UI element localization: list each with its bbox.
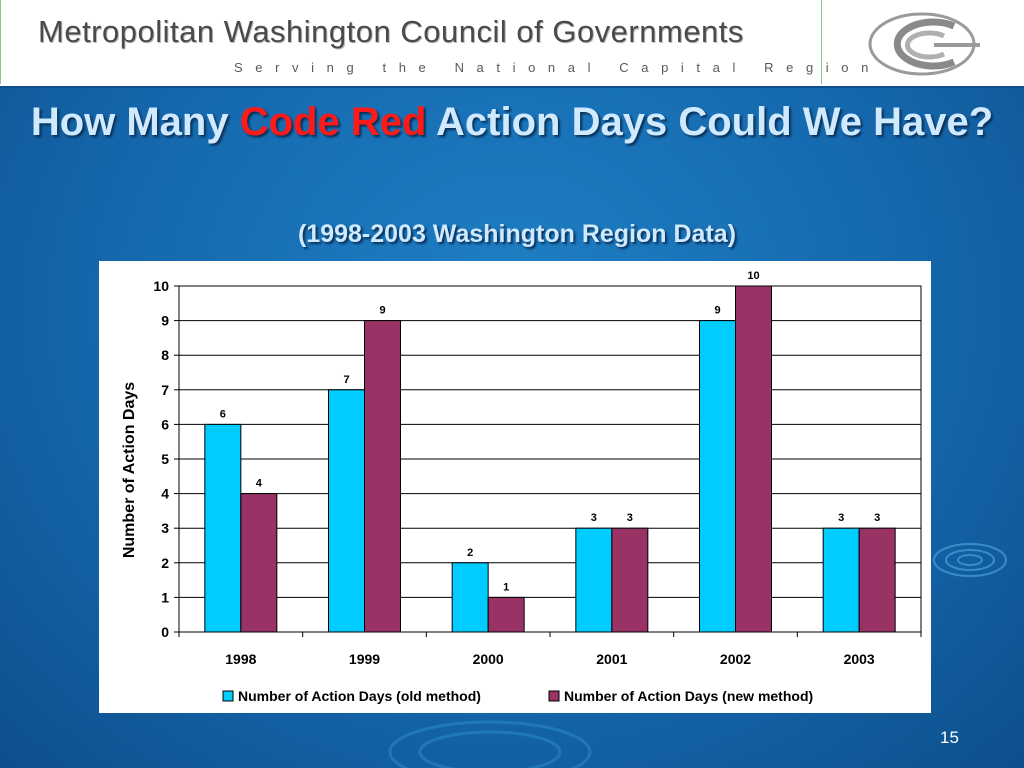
y-tick-label: 6 [161,416,169,432]
water-ripple-decoration [388,720,592,768]
org-name: Metropolitan Washington Council of Gover… [38,14,744,49]
data-label: 4 [256,478,263,490]
bar-old-method [328,389,365,633]
legend-swatch-old-method [222,690,234,702]
chart-panel: 0 1 2 3 4 5 6 7 8 9 10 1998 1999 2000 2001 2002 2003 6 4 7… [99,261,931,713]
data-labels: 6 4 7 9 2 1 3 3 9 10 3 3 [220,270,880,593]
data-label: 1 [503,581,509,593]
x-tick-label: 2003 [844,651,875,667]
data-label: 3 [627,512,633,524]
x-tick-label: 2002 [720,651,751,667]
y-tick-label: 9 [161,313,169,329]
bar-old-method [575,527,613,633]
y-axis-title: Number of Action Days [121,382,138,558]
data-label: 9 [379,305,385,317]
data-label: 6 [220,408,226,420]
legend-swatch-new-method [548,690,560,702]
header-frame [0,0,822,84]
x-tick-label: 1999 [349,651,380,667]
mwcog-logo-icon [868,12,980,76]
y-tick-label: 3 [161,520,169,536]
bar-new-method [240,493,278,633]
axes: 0 1 2 3 4 5 6 7 8 9 10 1998 1999 2000 2001 2002 2003 [153,278,922,667]
page-number: 15 [940,728,959,747]
y-tick-label: 4 [161,486,169,502]
data-label: 3 [874,512,880,524]
bar-new-method [364,320,401,633]
bar-new-method [735,285,772,633]
y-tick-label: 5 [161,451,169,467]
y-tick-label: 1 [161,589,169,605]
y-tick-label: 7 [161,382,169,398]
bar-new-method [487,596,525,633]
legend: Number of Action Days (old method) Number… [222,688,813,704]
y-tick-label: 0 [161,624,169,640]
data-label: 3 [838,512,844,524]
grid-lines [179,285,921,633]
data-label: 10 [747,270,759,282]
org-header: Metropolitan Washington Council of Gover… [0,0,1024,88]
data-label: 7 [343,374,349,386]
data-label: 2 [467,547,473,559]
y-tick-label: 2 [161,555,169,571]
water-ripple-decoration [933,543,1007,577]
slide-title: How Many Code Red Action Days Could We H… [0,98,1024,146]
slide-subtitle: (1998-2003 Washington Region Data) [297,220,737,248]
data-label: 9 [714,305,720,317]
bar-old-method [699,320,736,633]
x-tick-label: 2001 [596,651,627,667]
y-tick-label: 10 [153,278,169,294]
title-text-before: How Many [30,100,240,144]
data-label: 3 [591,512,597,524]
bar-old-method [822,527,860,633]
y-tick-label: 8 [161,347,169,363]
title-highlight-code-red: Code Red [239,100,427,144]
bar-chart: 0 1 2 3 4 5 6 7 8 9 10 1998 1999 2000 2001 2002 2003 6 4 7… [121,270,922,704]
bars [204,285,896,633]
bar-old-method [451,562,489,633]
org-tagline: Serving the National Capital Region [234,60,881,75]
bar-new-method [858,527,896,633]
bar-old-method [204,423,242,633]
x-tick-label: 1998 [225,651,256,667]
bar-new-method [611,527,649,633]
title-text-after: Action Days Could We Have? [426,100,994,144]
legend-label: Number of Action Days (new method) [564,688,813,704]
x-tick-label: 2000 [473,651,504,667]
legend-label: Number of Action Days (old method) [238,688,481,704]
